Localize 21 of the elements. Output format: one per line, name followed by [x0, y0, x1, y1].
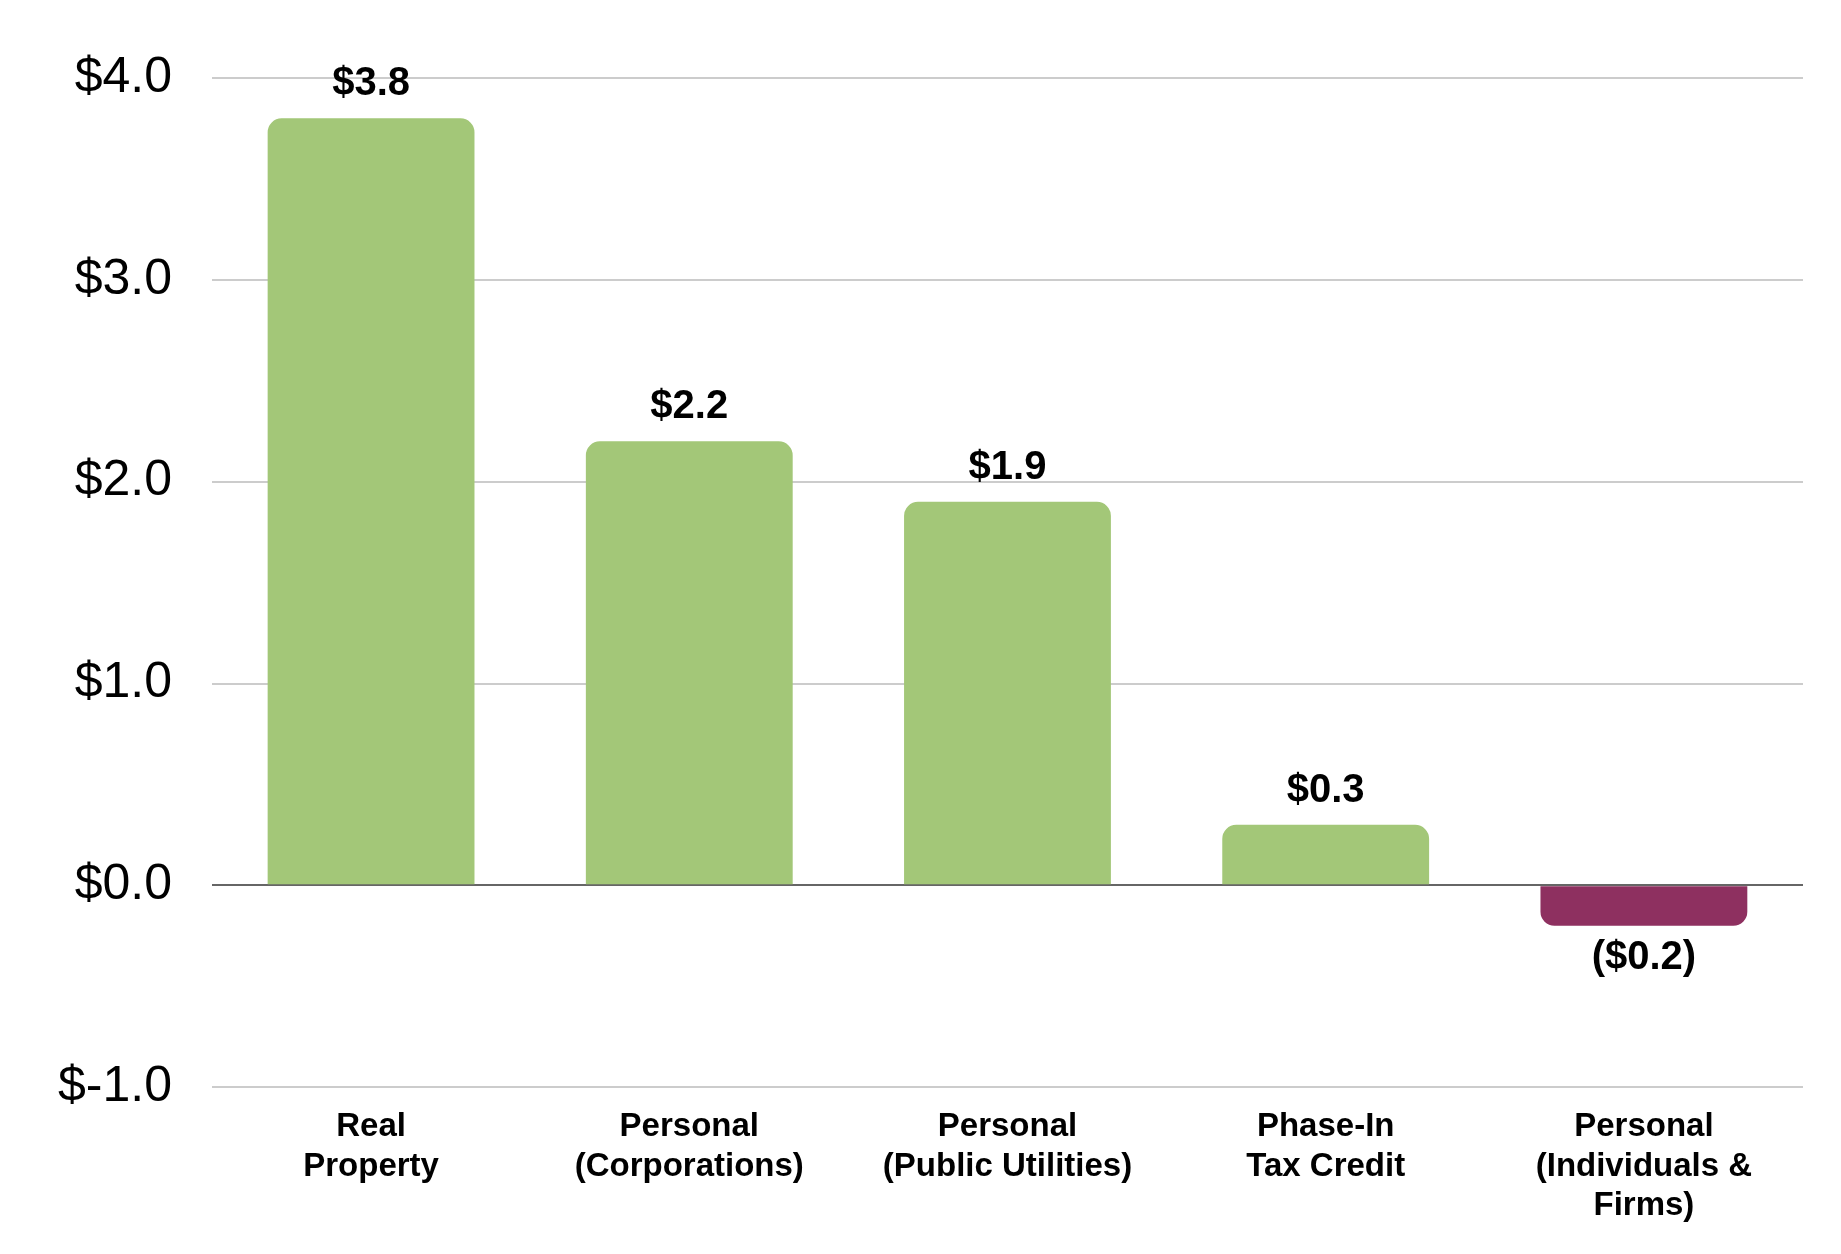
- y-tick-label: $-1.0: [58, 1055, 172, 1112]
- y-tick-label: $3.0: [74, 248, 172, 305]
- y-tick-label: $4.0: [74, 46, 172, 103]
- y-tick-label: $2.0: [74, 450, 172, 507]
- y-tick-label: $1.0: [74, 652, 172, 709]
- bar: [1222, 824, 1430, 885]
- data-label: $2.2: [650, 382, 729, 427]
- y-tick-label: $0.0: [74, 854, 172, 911]
- data-label: $3.8: [332, 59, 410, 104]
- data-label: $0.3: [1286, 765, 1365, 810]
- data-label: $1.9: [968, 442, 1047, 487]
- bar: [1540, 886, 1748, 926]
- bar: [585, 441, 793, 885]
- x-tick-label: Personal (Public Utilities): [882, 1106, 1133, 1183]
- bar: [904, 501, 1111, 885]
- x-tick-label: Personal (Individuals & Firms): [1535, 1106, 1753, 1223]
- bar: [267, 118, 475, 885]
- data-label: ($0.2): [1591, 932, 1697, 977]
- x-tick-label: Real Property: [303, 1106, 440, 1183]
- x-tick-label: Personal (Corporations): [574, 1106, 804, 1183]
- x-tick-label: Phase-In Tax Credit: [1246, 1106, 1406, 1183]
